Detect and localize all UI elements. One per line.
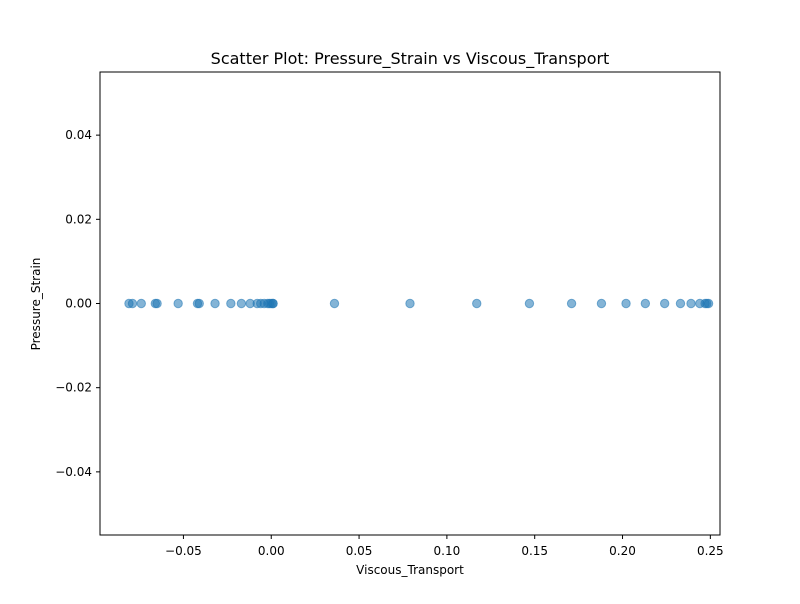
data-point — [621, 298, 631, 309]
data-point — [173, 298, 183, 309]
x-tick-label: 0.15 — [521, 544, 548, 558]
data-point — [524, 298, 535, 309]
data-point — [210, 298, 220, 309]
data-point — [329, 298, 340, 309]
y-tick-label: −0.02 — [55, 381, 92, 395]
data-point — [236, 298, 247, 309]
chart-title: Scatter Plot: Pressure_Strain vs Viscous… — [211, 49, 610, 69]
x-axis-label: Viscous_Transport — [356, 563, 464, 577]
x-tick-label: 0.00 — [258, 544, 285, 558]
data-point — [127, 298, 138, 309]
data-point — [152, 298, 162, 309]
x-tick-label: 0.20 — [609, 544, 636, 558]
x-tick-label: 0.10 — [434, 544, 461, 558]
data-point — [703, 298, 714, 309]
data-point — [226, 298, 236, 309]
x-axis-ticks: −0.05 0.00 0.05 0.10 0.15 0.20 0.25 — [165, 535, 724, 558]
data-point — [675, 298, 686, 309]
data-point — [194, 298, 204, 309]
points-layer — [124, 298, 714, 309]
data-point — [566, 298, 577, 309]
y-tick-label: 0.04 — [65, 128, 92, 142]
y-tick-label: 0.00 — [65, 297, 92, 311]
x-tick-label: 0.25 — [697, 544, 724, 558]
data-point — [472, 298, 482, 309]
x-tick-label: 0.05 — [346, 544, 373, 558]
y-axis-ticks: −0.04 −0.02 0.00 0.02 0.04 — [55, 128, 100, 479]
data-point — [686, 298, 696, 309]
x-tick-label: −0.05 — [165, 544, 202, 558]
plot-frame — [99, 71, 721, 536]
data-point — [136, 298, 146, 309]
data-point — [596, 298, 607, 309]
data-point — [268, 298, 278, 309]
y-tick-label: −0.04 — [55, 465, 92, 479]
data-point — [640, 298, 651, 309]
y-axis-label: Pressure_Strain — [29, 258, 43, 351]
data-point — [405, 298, 415, 309]
data-point — [659, 298, 670, 309]
y-tick-label: 0.02 — [65, 212, 92, 226]
